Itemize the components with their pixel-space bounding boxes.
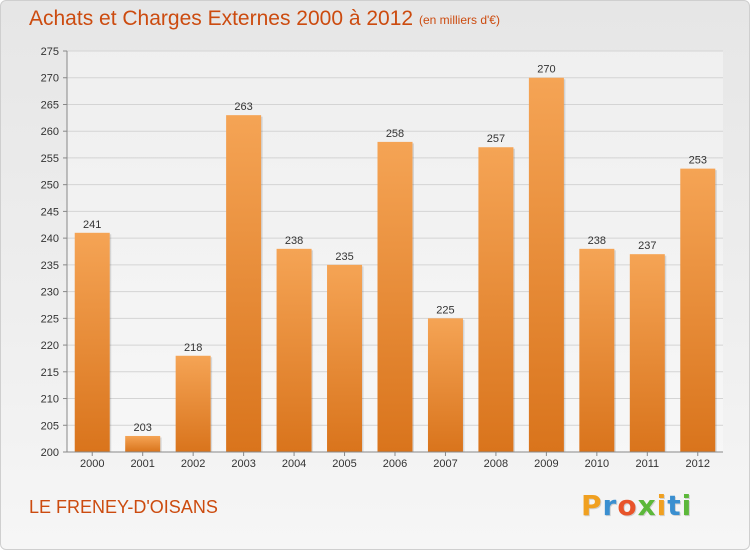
value-label: 253 [689,155,707,167]
chart-title: Achats et Charges Externes 2000 à 2012 [29,7,414,30]
logo-letter: o [617,489,638,522]
y-tick-label: 250 [41,180,59,192]
value-label: 238 [285,235,303,247]
logo-letter: t [667,489,682,522]
value-label: 257 [487,133,505,145]
y-tick-label: 265 [41,99,59,111]
bar [276,248,312,452]
y-tick-label: 275 [41,46,59,58]
value-labels: 241 203 218 263 238 235 258 225 257 270 238 237 253 [83,64,707,434]
x-tick-label: 2006 [383,458,407,470]
chart-subtitle: (en milliers d'€) [419,13,500,27]
y-tick-label: 225 [41,313,59,325]
x-tick-label: 2009 [534,458,558,470]
value-label: 218 [184,342,202,354]
x-tick-label: 2005 [332,458,356,470]
x-tick-label: 2008 [484,458,508,470]
bar [377,141,413,453]
x-tick-label: 2007 [433,458,457,470]
y-tick-label: 200 [41,447,59,459]
x-tick-label: 2001 [130,458,154,470]
y-tick-label: 205 [41,420,59,432]
value-label: 263 [234,101,252,113]
x-axis: 2000 2001 2002 2003 2004 2005 2006 2007 2008 2009… [67,451,723,470]
bar [427,318,463,452]
bar [478,147,514,453]
proxiti-logo: Proxiti [581,489,692,522]
x-tick-label: 2011 [635,458,659,470]
value-label: 225 [436,304,454,316]
bars [74,77,717,453]
bar [629,254,665,452]
bar [226,115,262,452]
commune-name: LE FRENEY-D'OISANS [29,497,218,517]
y-tick-label: 240 [41,233,59,245]
logo-letter: r [602,489,618,522]
y-tick-label: 230 [41,287,59,299]
x-tick-label: 2002 [181,458,205,470]
bar [175,355,211,452]
x-tick-label: 2012 [686,458,710,470]
bar [680,168,716,453]
x-tick-label: 2003 [231,458,255,470]
value-label: 258 [386,128,404,140]
logo-letter: P [581,489,603,522]
x-tick-label: 2000 [80,458,104,470]
y-tick-label: 210 [41,394,59,406]
logo-letter: i [681,489,693,522]
bar [327,264,363,452]
y-tick-label: 215 [41,367,59,379]
y-tick-label: 245 [41,206,59,218]
bar [74,232,110,452]
bar [125,435,161,452]
bar [579,248,615,452]
value-label: 241 [83,219,101,231]
value-label: 203 [134,422,152,434]
value-label: 238 [588,235,606,247]
logo-letter: i [656,489,668,522]
value-label: 237 [638,240,656,252]
bar [528,77,564,452]
y-tick-label: 235 [41,260,59,272]
logo-letter: x [637,489,657,522]
y-tick-label: 260 [41,126,59,138]
value-label: 235 [335,251,353,263]
y-tick-label: 255 [41,153,59,165]
y-axis: 200 205 210 215 220 225 230 235 240 245 250 255 260 2… [41,46,68,459]
value-label: 270 [537,64,555,76]
y-tick-label: 220 [41,340,59,352]
y-tick-label: 270 [41,73,59,85]
x-tick-label: 2010 [585,458,609,470]
x-tick-label: 2004 [282,458,306,470]
